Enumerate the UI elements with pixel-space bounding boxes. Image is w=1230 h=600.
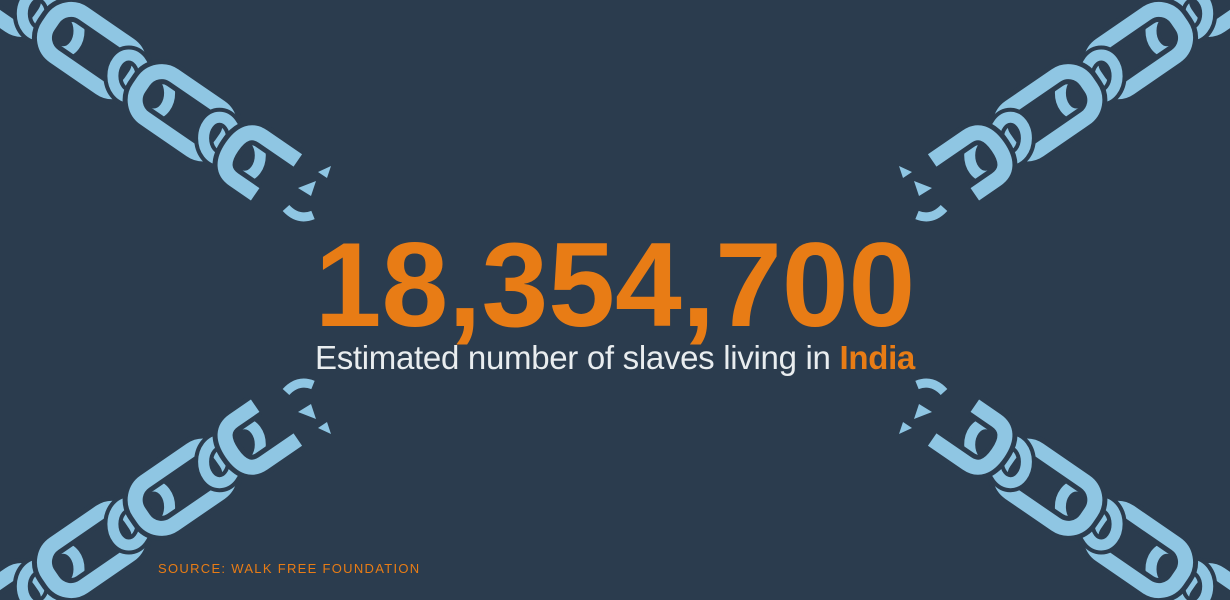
broken-chain-top-left-icon: [0, 0, 340, 240]
headline-block: 18,354,700 Estimated number of slaves li…: [0, 225, 1230, 377]
subtitle-text: Estimated number of slaves living in: [315, 339, 840, 376]
broken-chain-bottom-right-icon: [890, 360, 1230, 600]
broken-chain-top-right-icon: [890, 0, 1230, 240]
headline-subtitle: Estimated number of slaves living in Ind…: [0, 339, 1230, 377]
subtitle-country-highlight: India: [839, 339, 915, 376]
source-attribution: SOURCE: WALK FREE FOUNDATION: [158, 561, 421, 576]
headline-number: 18,354,700: [314, 218, 916, 352]
